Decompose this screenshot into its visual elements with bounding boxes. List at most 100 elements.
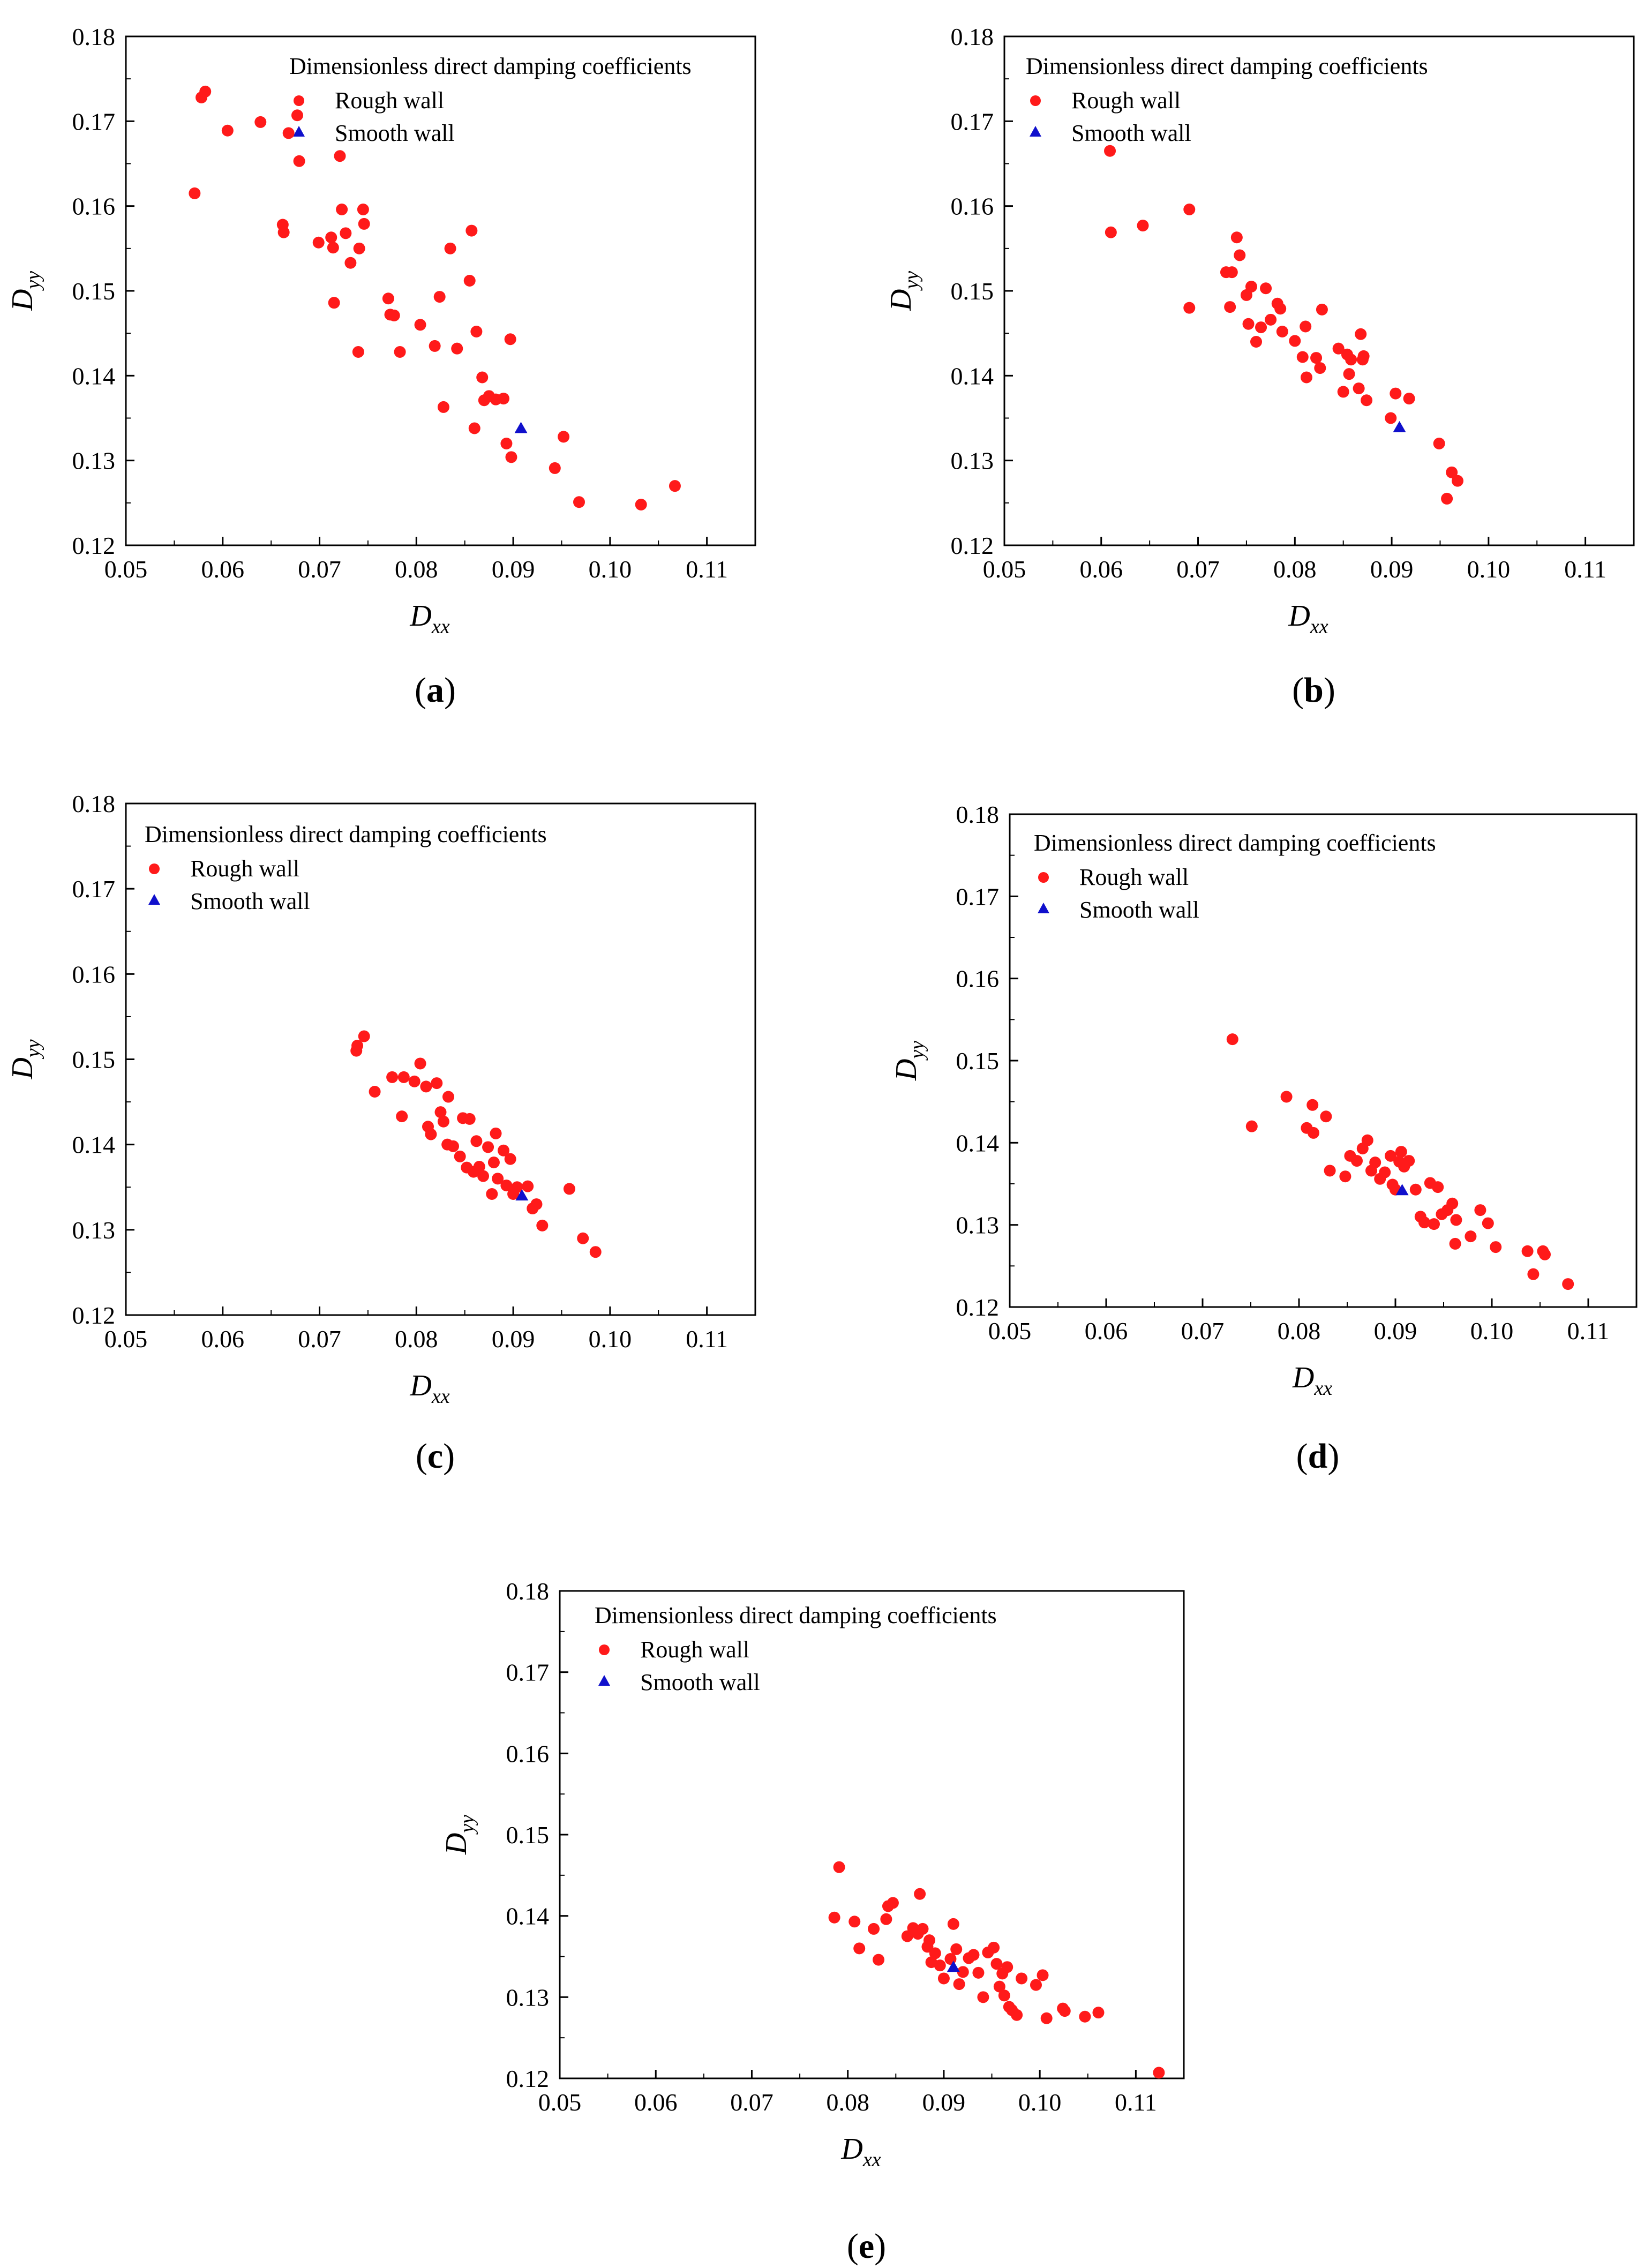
rough-wall-point [914,1888,926,1900]
legend: Dimensionless direct damping coefficient… [1034,830,1436,923]
x-tick-label: 0.09 [492,1325,535,1353]
rough-wall-point [504,1153,516,1165]
rough-wall-point [990,1958,1003,1970]
rough-wall-point [1320,1110,1332,1123]
rough-wall-point [327,242,339,254]
rough-wall-point [573,496,585,508]
rough-wall-point [901,1930,913,1942]
x-tick-label: 0.10 [1467,555,1511,583]
y-tick-label: 0.17 [956,883,1000,910]
rough-wall-point [477,1170,490,1182]
rough-wall-point [352,346,364,358]
x-tick-label: 0.06 [1080,555,1123,583]
smooth-wall-point [1393,420,1406,432]
x-tick-label: 0.07 [1181,1317,1225,1345]
rough-wall-point [473,1161,485,1173]
y-tick-label: 0.18 [72,23,116,50]
x-axis-title-sub: xx [431,1385,450,1408]
y-tick-label: 0.13 [72,447,116,475]
rough-wall-point [1274,303,1287,315]
legend-marker-rough [149,863,160,874]
legend-label-rough: Rough wall [640,1636,749,1663]
rough-wall-point [1446,1197,1459,1210]
rough-wall-point [530,1198,543,1211]
rough-wall-point [1385,1150,1396,1162]
rough-wall-point [917,1922,929,1935]
rough-wall-point [977,1991,989,2003]
legend-label-smooth: Smooth wall [190,888,310,914]
rough-wall-point [1289,335,1301,347]
rough-wall-point [1301,371,1312,384]
legend-marker-smooth [293,126,305,137]
rough-wall-point [470,326,483,337]
x-tick-label: 0.05 [983,555,1026,583]
panel-label-a: (a) [415,671,456,710]
x-tick-label: 0.09 [1374,1317,1417,1345]
rough-wall-point [1137,220,1149,232]
rough-wall-point [1433,438,1445,449]
rough-wall-point [1409,1183,1422,1196]
chart-panel-e: 0.05 0.06 0.07 0.08 0.09 0.10 0.11 0.12 0.13 0.14… [440,1578,1185,2266]
rough-wall-point [887,1897,899,1909]
chart-panel-b: 0.05 0.06 0.07 0.08 0.09 0.10 0.11 0.12 0.13 0.14… [884,23,1635,710]
legend-label-smooth: Smooth wall [1071,120,1191,146]
rough-wall-point [325,231,337,244]
panel-label-paren-close: ) [874,2227,886,2266]
rough-wall-point [1314,362,1326,374]
rough-wall-point [454,1150,466,1162]
rough-wall-point [1058,2005,1071,2017]
rough-wall-point [1245,1120,1258,1132]
rough-wall-point [1016,1972,1028,1985]
y-tick-label: 0.15 [506,1821,550,1849]
rough-wall-point [1296,351,1309,363]
rough-wall-point [388,309,400,321]
y-axis-title-sub: yy [900,271,923,291]
x-tick-label: 0.11 [1115,2089,1157,2116]
panel-label-paren-open: ( [415,671,426,710]
rough-wall-point [1490,1241,1502,1253]
rough-wall-point [1339,1170,1351,1183]
y-axis-title-main: D [6,289,39,311]
y-tick-label: 0.17 [72,875,116,903]
data-points [1104,145,1463,505]
x-tick-label: 0.06 [1085,1317,1128,1345]
rough-wall-point [957,1966,969,1978]
legend-label-rough: Rough wall [1071,87,1181,114]
rough-wall-point [408,1075,420,1087]
panel-label-letter: d [1308,1437,1328,1476]
rough-wall-point [937,1972,950,1985]
x-tick-label: 0.05 [538,2089,582,2116]
y-tick-label: 0.16 [72,193,116,220]
rough-wall-point [1361,394,1373,407]
y-tick-label: 0.14 [956,1129,1000,1156]
rough-wall-point [431,1077,443,1090]
y-tick-label: 0.15 [956,1047,1000,1075]
data-points [350,1030,602,1258]
rough-wall-point [482,1141,494,1153]
rough-wall-point [1562,1278,1574,1290]
x-tick-label: 0.11 [686,555,728,583]
rough-wall-point [880,1913,892,1925]
rough-wall-point [358,1030,370,1042]
y-tick-label: 0.17 [506,1659,550,1686]
rough-wall-point [953,1978,965,1991]
x-axis-title-main: D [1288,599,1310,633]
y-tick-label: 0.12 [506,2065,550,2092]
y-axis-title-sub: yy [456,1815,478,1835]
x-axis-title: Dxx [1292,1361,1332,1400]
x-tick-label: 0.05 [988,1317,1032,1345]
smooth-wall-point [947,1961,960,1972]
rough-wall-point [1353,382,1365,395]
y-tick-label: 0.18 [72,790,116,817]
rough-wall-point [1310,352,1323,364]
rough-wall-point [465,224,478,237]
panel-label-letter: c [427,1437,443,1476]
rough-wall-point [199,85,212,97]
x-axis-title: Dxx [409,599,449,638]
rough-wall-point [1242,318,1255,330]
y-tick-label: 0.16 [72,960,116,988]
panel-label-paren-close: ) [444,671,456,710]
rough-wall-point [923,1934,936,1947]
rough-wall-point [1332,342,1345,355]
y-tick-label: 0.13 [72,1216,116,1244]
